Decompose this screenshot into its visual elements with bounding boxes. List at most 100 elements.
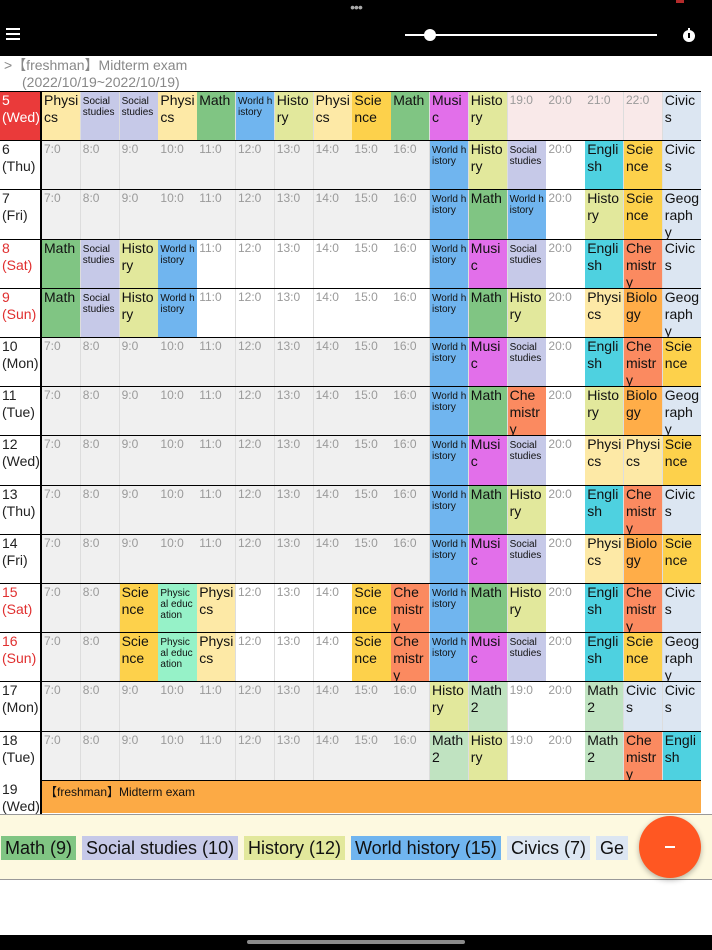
class-cell-social-studies[interactable]: Social studies xyxy=(80,238,121,288)
class-cell-physics[interactable]: Physics xyxy=(313,91,353,141)
time-slot-empty[interactable]: 12:0 xyxy=(236,583,276,633)
class-cell-math-2[interactable]: Math 2 xyxy=(430,730,470,780)
time-slot-empty[interactable]: 9:0 xyxy=(119,386,159,436)
time-slot-empty[interactable]: 19:0 xyxy=(507,681,547,731)
time-slot-empty[interactable]: 12:0 xyxy=(236,238,276,288)
class-cell-chemistry[interactable]: Chemistry xyxy=(624,730,664,780)
time-slot-empty[interactable]: 15:0 xyxy=(352,484,392,534)
class-cell-history[interactable]: History xyxy=(468,730,509,780)
class-cell-social-studies[interactable]: Social studies xyxy=(80,287,121,337)
time-slot-empty[interactable]: 9:0 xyxy=(119,435,159,485)
class-cell-music[interactable]: Music xyxy=(468,238,509,288)
legend-item-math[interactable]: Math (9) xyxy=(1,836,77,860)
class-cell-social-studies[interactable]: Social studies xyxy=(507,632,547,682)
class-cell-civics[interactable]: Civics xyxy=(662,140,701,190)
time-slot-empty[interactable]: 20:0 xyxy=(546,189,586,239)
time-slot-empty[interactable]: 8:0 xyxy=(80,140,121,190)
class-cell-social-studies[interactable]: Social studies xyxy=(507,435,547,485)
breadcrumb[interactable]: >【freshman】Midterm exam xyxy=(4,57,187,74)
time-slot-empty[interactable]: 7:0 xyxy=(42,681,82,731)
class-cell-science[interactable]: Science xyxy=(624,189,664,239)
class-cell-science[interactable]: Science xyxy=(119,583,159,633)
class-cell-civics[interactable]: Civics xyxy=(662,484,701,534)
time-slot-empty[interactable]: 16:0 xyxy=(391,189,431,239)
time-slot-empty[interactable]: 16:0 xyxy=(391,386,431,436)
time-slot-empty[interactable]: 12:0 xyxy=(236,484,276,534)
time-slot-empty[interactable]: 19:0 xyxy=(507,91,547,141)
class-cell-world-history[interactable]: World history xyxy=(158,287,198,337)
class-cell-math[interactable]: Math xyxy=(42,287,82,337)
class-cell-chemistry[interactable]: Chemistry xyxy=(391,632,431,682)
time-slot-empty[interactable]: 16:0 xyxy=(391,337,431,387)
class-cell-physics[interactable]: Physics xyxy=(197,583,237,633)
class-cell-english[interactable]: English xyxy=(585,238,625,288)
time-slot-empty[interactable]: 8:0 xyxy=(80,484,121,534)
time-slot-empty[interactable]: 12:0 xyxy=(236,730,276,780)
class-cell-history[interactable]: History xyxy=(468,140,509,190)
time-slot-empty[interactable]: 8:0 xyxy=(80,632,121,682)
class-cell-physical-education[interactable]: Physical education xyxy=(158,632,198,682)
time-slot-empty[interactable]: 20:0 xyxy=(546,91,586,141)
time-slot-empty[interactable]: 12:0 xyxy=(236,337,276,387)
time-slot-empty[interactable]: 20:0 xyxy=(546,238,586,288)
time-slot-empty[interactable]: 13:0 xyxy=(274,533,315,583)
class-cell-math[interactable]: Math xyxy=(468,583,509,633)
time-slot-empty[interactable]: 7:0 xyxy=(42,386,82,436)
time-slot-empty[interactable]: 9:0 xyxy=(119,337,159,387)
time-slot-empty[interactable]: 11:0 xyxy=(197,238,237,288)
time-slot-empty[interactable]: 10:0 xyxy=(158,140,198,190)
time-slot-empty[interactable]: 12:0 xyxy=(236,681,276,731)
time-slot-empty[interactable]: 15:0 xyxy=(352,386,392,436)
time-slot-empty[interactable]: 11:0 xyxy=(197,533,237,583)
class-cell-civics[interactable]: Civics xyxy=(624,681,664,731)
time-slot-empty[interactable]: 14:0 xyxy=(313,632,353,682)
class-cell-world-history[interactable]: World history xyxy=(430,583,470,633)
class-cell-biology[interactable]: Biology xyxy=(624,287,664,337)
class-cell-science[interactable]: Science xyxy=(352,91,392,141)
time-slot-empty[interactable]: 14:0 xyxy=(313,730,353,780)
class-cell-music[interactable]: Music xyxy=(468,435,509,485)
time-slot-empty[interactable]: 15:0 xyxy=(352,287,392,337)
zoom-slider[interactable] xyxy=(405,28,657,42)
legend-item-social-studies[interactable]: Social studies (10) xyxy=(82,836,239,860)
class-cell-world-history[interactable]: World history xyxy=(430,533,470,583)
time-slot-empty[interactable]: 13:0 xyxy=(274,484,315,534)
time-slot-empty[interactable]: 13:0 xyxy=(274,337,315,387)
class-cell-math[interactable]: Math xyxy=(42,238,82,288)
time-slot-empty[interactable]: 8:0 xyxy=(80,533,121,583)
time-slot-empty[interactable]: 11:0 xyxy=(197,484,237,534)
time-slot-empty[interactable]: 9:0 xyxy=(119,681,159,731)
class-cell-history[interactable]: History xyxy=(468,91,509,141)
time-slot-empty[interactable]: 20:0 xyxy=(546,583,586,633)
class-cell-english[interactable]: English xyxy=(585,484,625,534)
time-slot-empty[interactable]: 13:0 xyxy=(274,386,315,436)
class-cell-social-studies[interactable]: Social studies xyxy=(80,91,121,141)
time-slot-empty[interactable]: 13:0 xyxy=(274,730,315,780)
time-slot-empty[interactable]: 14:0 xyxy=(313,681,353,731)
time-slot-empty[interactable]: 20:0 xyxy=(546,287,586,337)
time-slot-empty[interactable]: 12:0 xyxy=(236,386,276,436)
class-cell-math[interactable]: Math xyxy=(391,91,431,141)
class-cell-music[interactable]: Music xyxy=(468,632,509,682)
class-cell-history[interactable]: History xyxy=(119,287,159,337)
time-slot-empty[interactable]: 20:0 xyxy=(546,435,586,485)
time-slot-empty[interactable]: 16:0 xyxy=(391,533,431,583)
time-slot-empty[interactable]: 16:0 xyxy=(391,730,431,780)
class-cell-science[interactable]: Science xyxy=(662,337,701,387)
time-slot-empty[interactable]: 13:0 xyxy=(274,238,315,288)
legend-item-ge[interactable]: Ge xyxy=(596,836,629,860)
class-cell-world-history[interactable]: World history xyxy=(430,189,470,239)
time-slot-empty[interactable]: 13:0 xyxy=(274,287,315,337)
class-cell-music[interactable]: Music xyxy=(468,337,509,387)
class-cell-world-history[interactable]: World history xyxy=(430,337,470,387)
time-slot-empty[interactable]: 8:0 xyxy=(80,583,121,633)
time-slot-empty[interactable]: 20:0 xyxy=(546,484,586,534)
class-cell-social-studies[interactable]: Social studies xyxy=(507,337,547,387)
class-cell-english[interactable]: English xyxy=(585,632,625,682)
legend-item-history[interactable]: History (12) xyxy=(244,836,346,860)
time-slot-empty[interactable]: 14:0 xyxy=(313,386,353,436)
class-cell-history[interactable]: History xyxy=(274,91,315,141)
class-cell-geography[interactable]: Geography xyxy=(662,189,701,239)
class-cell-chemistry[interactable]: Chemistry xyxy=(624,583,664,633)
class-cell-math[interactable]: Math xyxy=(197,91,237,141)
